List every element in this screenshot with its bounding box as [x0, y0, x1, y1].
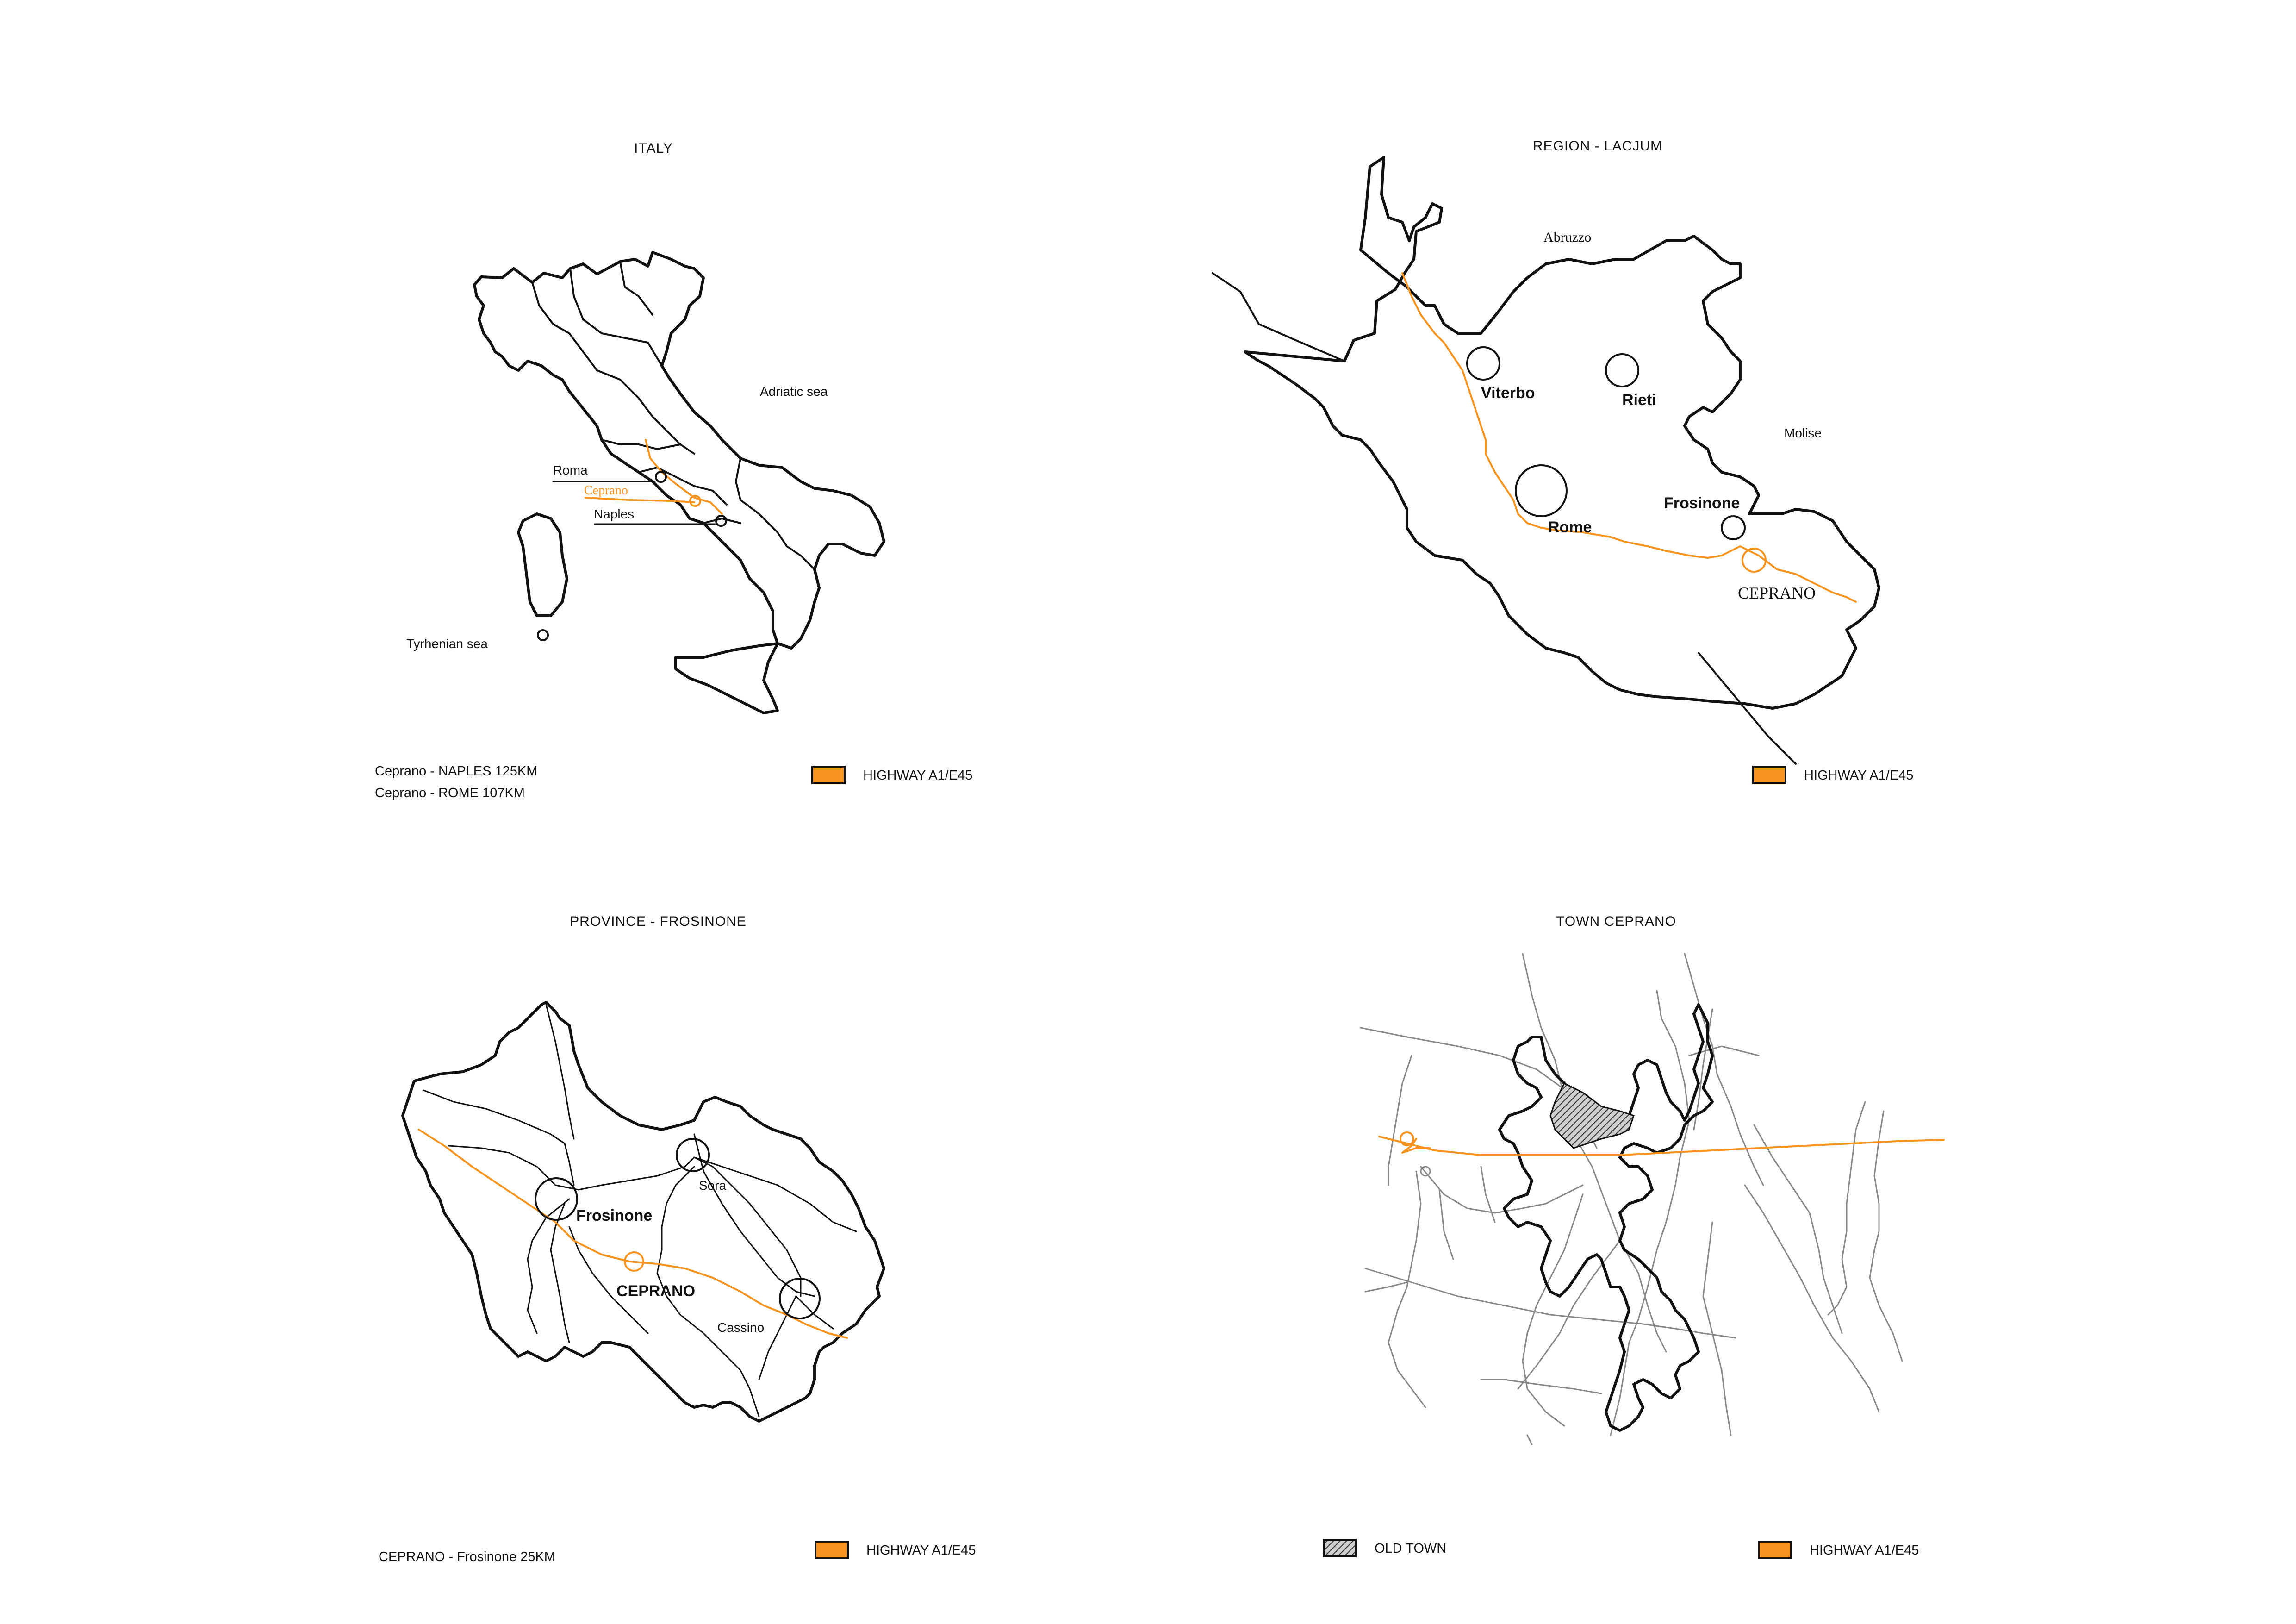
region-rieti-label: Rieti [1622, 391, 1656, 409]
italy-highway-route [585, 439, 723, 515]
town-boundary [1498, 1003, 1714, 1432]
region-viterbo-label: Viterbo [1481, 384, 1535, 402]
italy-roma-marker [655, 471, 667, 483]
province-outline [401, 1001, 885, 1423]
town-highway-route [1378, 1136, 1945, 1156]
town-legend-old-town-label: OLD TOWN [1375, 1541, 1446, 1556]
town-roads [1360, 953, 1903, 1445]
town-node-marker [1420, 1166, 1431, 1177]
region-ceprano-label: CEPRANO [1738, 584, 1816, 602]
region-rome-marker [1515, 464, 1568, 517]
region-panel: REGION - LACJUM Abruzzo Molise Viterbo R… [1212, 138, 1913, 784]
italy-sicily-outline [674, 642, 779, 714]
province-panel: PROVINCE - FROSINONE Sora Frosinone CEPR… [379, 914, 976, 1564]
province-roads [423, 1004, 857, 1418]
town-junction-marker [1400, 1131, 1414, 1146]
italy-naples-marker [715, 515, 727, 527]
region-legend: HIGHWAY A1/E45 [1752, 766, 1913, 784]
province-legend-highway-swatch [815, 1541, 849, 1559]
italy-ceprano-label: Ceprano [584, 483, 628, 498]
italy-ceprano-marker [689, 495, 701, 507]
region-rome-label: Rome [1548, 518, 1592, 536]
italy-distance-note-1: Ceprano - NAPLES 125KM [375, 764, 537, 779]
italy-legend-highway-label: HIGHWAY A1/E45 [863, 768, 972, 783]
region-rieti-marker [1605, 353, 1639, 387]
region-viterbo-marker [1466, 346, 1500, 381]
italy-sardinia-outline [517, 512, 568, 617]
italy-legend: HIGHWAY A1/E45 [811, 766, 972, 784]
region-ceprano-marker [1742, 548, 1767, 573]
italy-adriatic-label: Adriatic sea [760, 384, 828, 399]
region-legend-highway-swatch [1752, 766, 1786, 784]
region-border-southeast [1698, 652, 1797, 765]
region-abruzzo-label: Abruzzo [1543, 230, 1591, 245]
italy-distance-note-2: Ceprano - ROME 107KM [375, 786, 525, 800]
italy-legend-highway-swatch [811, 766, 846, 784]
province-distance-note: CEPRANO - Frosinone 25KM [379, 1549, 555, 1564]
province-legend: HIGHWAY A1/E45 [815, 1541, 976, 1559]
town-old-town-area [1549, 1082, 1635, 1149]
province-ceprano-label: CEPRANO [616, 1282, 695, 1300]
italy-roma-label: Roma [553, 463, 588, 477]
italy-tyrrhenian-label: Tyrhenian sea [406, 637, 488, 651]
region-highway-route [1401, 272, 1857, 603]
province-title: PROVINCE - FROSINONE [570, 914, 747, 929]
region-legend-highway-label: HIGHWAY A1/E45 [1804, 768, 1913, 783]
town-panel: TOWN CEPRANO OLD TOWN HIGHWAY A1/E45 [1323, 914, 1945, 1559]
region-border-northwest [1212, 272, 1345, 362]
region-frosinone-label: Frosinone [1664, 494, 1740, 512]
italy-panel: ITALY Adriatic sea Tyrhenian sea Roma Ce… [375, 141, 972, 800]
province-frosinone-marker [535, 1177, 578, 1221]
town-legend-old-town-swatch [1323, 1539, 1357, 1557]
italy-mainland-outline [473, 251, 885, 650]
region-outline [1244, 156, 1880, 710]
province-legend-highway-label: HIGHWAY A1/E45 [866, 1543, 976, 1558]
province-frosinone-label: Frosinone [576, 1207, 652, 1224]
province-sora-marker [676, 1138, 710, 1172]
province-sora-label: Sora [699, 1178, 727, 1193]
italy-region-borders [531, 261, 815, 570]
town-title: TOWN CEPRANO [1556, 914, 1676, 929]
town-legend-highway-swatch [1758, 1541, 1792, 1559]
region-frosinone-marker [1721, 515, 1746, 540]
town-legend-highway-label: HIGHWAY A1/E45 [1810, 1543, 1919, 1558]
province-cassino-marker [779, 1278, 821, 1319]
italy-island-marker [537, 629, 549, 641]
province-cassino-label: Cassino [717, 1320, 764, 1335]
province-ceprano-marker [624, 1251, 644, 1272]
region-molise-label: Molise [1784, 426, 1822, 440]
town-legend: OLD TOWN HIGHWAY A1/E45 [1323, 1539, 1919, 1559]
italy-naples-label: Naples [594, 507, 634, 521]
italy-map [473, 251, 885, 714]
region-title: REGION - LACJUM [1533, 138, 1662, 154]
italy-title: ITALY [634, 141, 673, 156]
